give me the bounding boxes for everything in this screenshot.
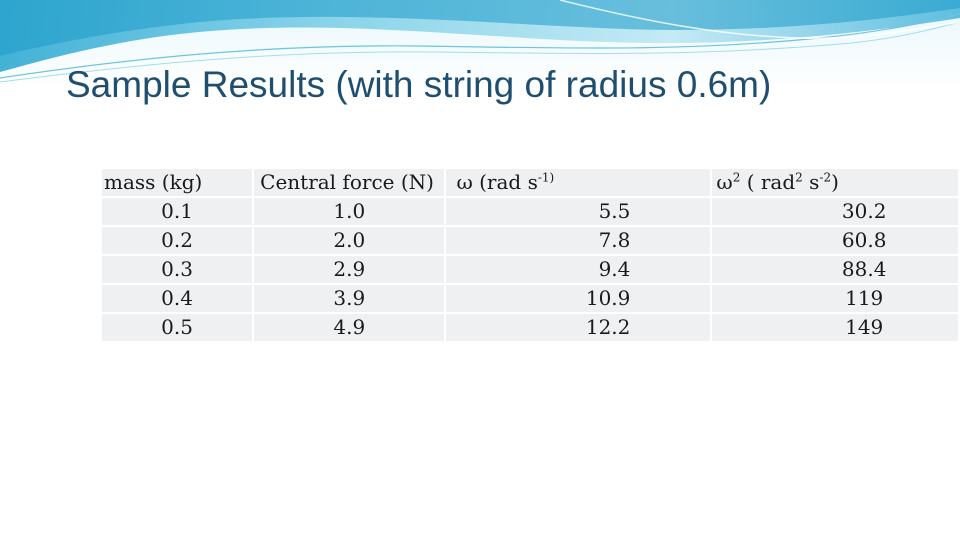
mass-cell: 0.2	[102, 227, 253, 254]
central-force-cell: 2.0	[254, 227, 445, 254]
omega2-close: )	[831, 170, 839, 194]
omega-squared-cell: 88.4	[712, 256, 958, 283]
omega-cell: 10.9	[446, 285, 711, 312]
omega-squared-cell: 30.2	[712, 198, 958, 225]
results-table-body: 0.1 1.0 5.5 30.2 0.2 2.0 7.8 60.8 0.3 2.9 9.4 88.4 0…	[102, 198, 958, 341]
omega-squared-cell: 149	[712, 314, 958, 341]
omega-cell: 5.5	[446, 198, 711, 225]
central-force-cell: 4.9	[254, 314, 445, 341]
omega-cell: 7.8	[446, 227, 711, 254]
mass-cell: 0.3	[102, 256, 253, 283]
omega-cell: 9.4	[446, 256, 711, 283]
mass-cell: 0.1	[102, 198, 253, 225]
table-row: 0.4 3.9 10.9 119	[102, 285, 958, 312]
omega2-exponent: 2	[732, 170, 741, 185]
central-force-cell: 3.9	[254, 285, 445, 312]
omega2-s-text: s	[802, 170, 820, 194]
s-exponent: -2	[819, 170, 832, 185]
table-row: 0.2 2.0 7.8 60.8	[102, 227, 958, 254]
header-central-force: Central force (N)	[254, 169, 445, 196]
central-force-cell: 2.9	[254, 256, 445, 283]
omega-squared-cell: 60.8	[712, 227, 958, 254]
results-table: mass (kg) Central force (N) ω (rad s-1) …	[100, 167, 960, 343]
table-row: 0.3 2.9 9.4 88.4	[102, 256, 958, 283]
header-omega-text: ω (rad s	[456, 170, 538, 194]
slide-title: Sample Results (with string of radius 0.…	[66, 64, 772, 105]
header-omega-squared: ω2 ( rad2 s-2)	[712, 169, 958, 196]
table-row: 0.1 1.0 5.5 30.2	[102, 198, 958, 225]
header-omega: ω (rad s-1)	[446, 169, 711, 196]
omega-cell: 12.2	[446, 314, 711, 341]
rad-exponent: 2	[795, 170, 803, 185]
table-row: 0.5 4.9 12.2 149	[102, 314, 958, 341]
central-force-cell: 1.0	[254, 198, 445, 225]
header-mass: mass (kg)	[102, 169, 253, 196]
omega2-rad-text: ( rad	[740, 170, 796, 194]
omega2-symbol: ω	[716, 170, 733, 194]
mass-cell: 0.4	[102, 285, 253, 312]
header-omega-exponent: -1)	[537, 170, 555, 185]
omega-squared-cell: 119	[712, 285, 958, 312]
table-header-row: mass (kg) Central force (N) ω (rad s-1) …	[102, 169, 958, 196]
mass-cell: 0.5	[102, 314, 253, 341]
header-wave-decoration	[0, 0, 960, 90]
